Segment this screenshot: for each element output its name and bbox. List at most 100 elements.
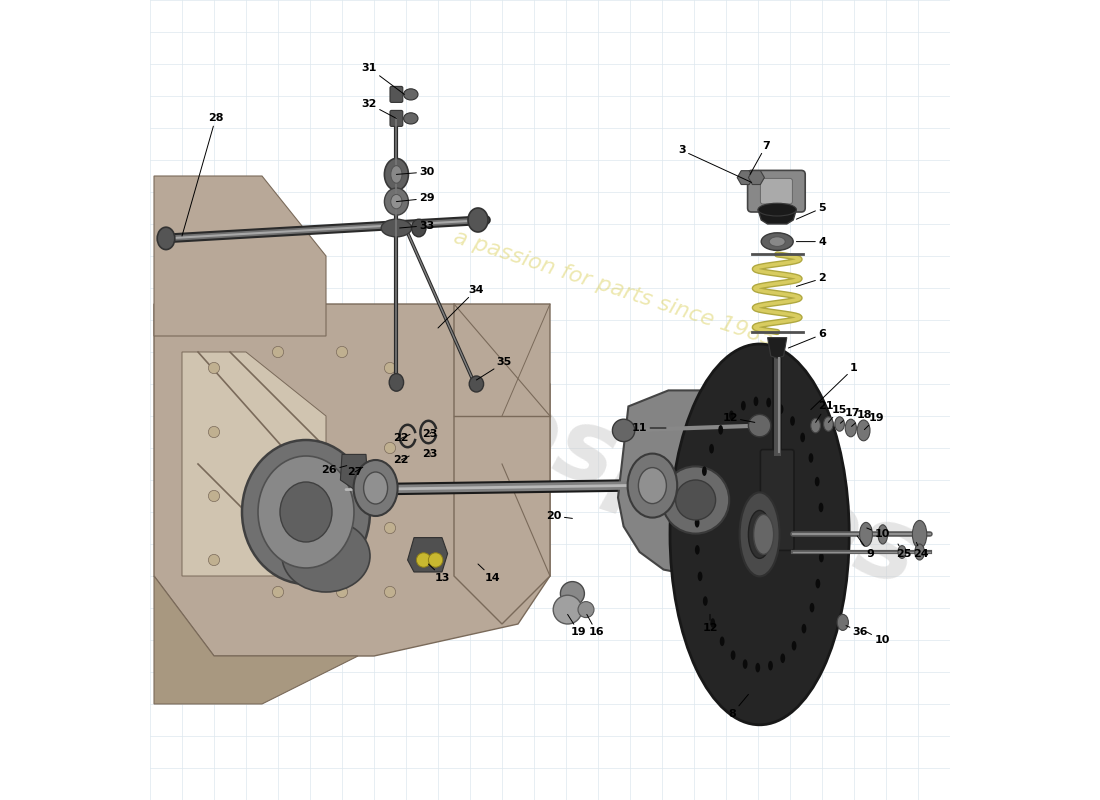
Circle shape: [417, 553, 431, 567]
Polygon shape: [340, 454, 367, 492]
Circle shape: [613, 419, 635, 442]
Text: 2: 2: [796, 274, 826, 286]
Ellipse shape: [353, 460, 397, 516]
Circle shape: [384, 362, 396, 374]
Ellipse shape: [845, 419, 857, 437]
Polygon shape: [768, 338, 786, 358]
Ellipse shape: [878, 525, 888, 544]
Ellipse shape: [898, 546, 906, 558]
Polygon shape: [618, 390, 778, 576]
Ellipse shape: [670, 344, 849, 725]
Text: 30: 30: [396, 167, 435, 177]
Ellipse shape: [756, 663, 760, 673]
Ellipse shape: [769, 237, 785, 246]
Ellipse shape: [711, 618, 715, 628]
Circle shape: [273, 346, 284, 358]
Text: 9: 9: [857, 536, 873, 558]
Text: 12: 12: [702, 614, 717, 633]
Text: 4: 4: [796, 237, 826, 246]
Polygon shape: [182, 352, 326, 576]
Text: 32: 32: [362, 99, 396, 118]
Text: 31: 31: [362, 63, 405, 94]
Ellipse shape: [739, 492, 780, 576]
Ellipse shape: [835, 417, 845, 431]
Circle shape: [560, 582, 584, 606]
Circle shape: [208, 426, 220, 438]
Text: 19: 19: [568, 614, 586, 637]
Ellipse shape: [779, 404, 783, 414]
Text: 35: 35: [476, 358, 512, 380]
Ellipse shape: [859, 522, 872, 546]
Text: 22: 22: [394, 455, 409, 465]
Text: 22: 22: [394, 434, 410, 443]
Ellipse shape: [767, 398, 771, 407]
Ellipse shape: [741, 401, 746, 410]
Text: 27: 27: [348, 467, 363, 477]
Ellipse shape: [837, 614, 848, 630]
Ellipse shape: [411, 219, 426, 237]
Ellipse shape: [638, 467, 667, 504]
Ellipse shape: [768, 661, 773, 670]
Circle shape: [384, 586, 396, 598]
Text: 21: 21: [815, 402, 834, 422]
Ellipse shape: [628, 454, 678, 518]
Text: 1: 1: [811, 363, 858, 410]
Ellipse shape: [730, 650, 736, 660]
Text: 34: 34: [438, 285, 484, 328]
Text: eurospares: eurospares: [298, 320, 930, 608]
Ellipse shape: [364, 472, 387, 504]
Circle shape: [662, 466, 729, 534]
Ellipse shape: [824, 417, 833, 431]
Ellipse shape: [912, 520, 927, 549]
Circle shape: [208, 554, 220, 566]
Ellipse shape: [761, 233, 793, 250]
Ellipse shape: [748, 510, 771, 558]
Ellipse shape: [710, 444, 714, 454]
Ellipse shape: [390, 166, 402, 183]
Ellipse shape: [792, 641, 796, 650]
Ellipse shape: [790, 416, 795, 426]
Polygon shape: [154, 576, 358, 704]
Ellipse shape: [802, 624, 806, 634]
Ellipse shape: [754, 514, 773, 554]
Ellipse shape: [695, 518, 700, 527]
FancyBboxPatch shape: [390, 86, 403, 102]
Ellipse shape: [404, 113, 418, 124]
Circle shape: [208, 490, 220, 502]
Text: 10: 10: [867, 528, 890, 539]
Text: 6: 6: [789, 330, 826, 348]
Polygon shape: [154, 176, 326, 336]
Text: 26: 26: [321, 466, 346, 475]
Text: 8: 8: [728, 694, 748, 718]
Ellipse shape: [742, 659, 748, 669]
Text: 23: 23: [422, 450, 438, 459]
Ellipse shape: [857, 420, 870, 441]
Ellipse shape: [157, 227, 175, 250]
Text: 12: 12: [723, 413, 755, 422]
Polygon shape: [154, 304, 550, 656]
Text: 11: 11: [631, 423, 666, 433]
Text: 18: 18: [851, 410, 872, 426]
Ellipse shape: [718, 425, 723, 434]
Ellipse shape: [780, 654, 785, 663]
Text: 14: 14: [478, 564, 500, 582]
Text: a passion for parts since 1985: a passion for parts since 1985: [451, 226, 777, 350]
Ellipse shape: [808, 453, 813, 462]
Circle shape: [384, 442, 396, 454]
Ellipse shape: [695, 545, 700, 554]
Circle shape: [208, 362, 220, 374]
Ellipse shape: [468, 208, 488, 232]
Ellipse shape: [702, 466, 707, 476]
Text: 5: 5: [796, 203, 826, 219]
Text: 33: 33: [399, 221, 435, 230]
Ellipse shape: [719, 637, 725, 646]
Circle shape: [578, 602, 594, 618]
Ellipse shape: [389, 374, 404, 391]
Circle shape: [748, 414, 771, 437]
Ellipse shape: [815, 579, 821, 589]
Ellipse shape: [390, 194, 402, 209]
Polygon shape: [737, 170, 754, 185]
Ellipse shape: [800, 433, 805, 442]
Ellipse shape: [382, 219, 411, 237]
Ellipse shape: [258, 456, 354, 568]
